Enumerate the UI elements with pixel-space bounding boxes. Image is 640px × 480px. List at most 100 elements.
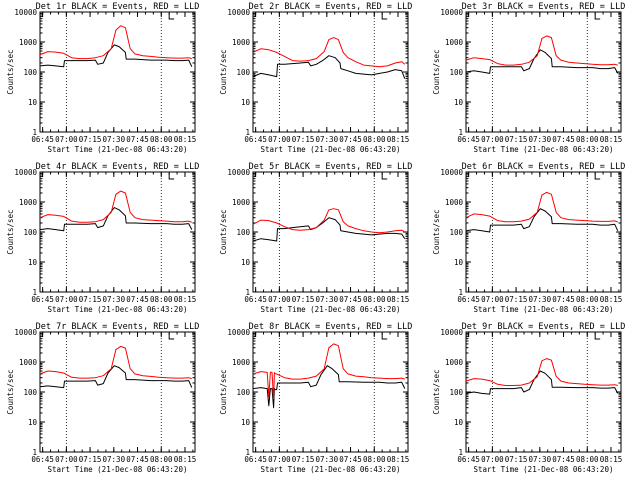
y-tick-label: 100: [236, 228, 250, 237]
y-tick-label: 1: [32, 128, 37, 137]
lld-series-line: [252, 343, 405, 400]
x-tick-label: 07:45: [552, 135, 575, 144]
panel-5: Det 5r BLACK = Events, RED = LLD 1 10 100 10…: [219, 162, 412, 314]
y-tick-label: 1: [32, 448, 37, 457]
x-tick-label: 07:30: [529, 295, 552, 304]
panel-9: Det 9r BLACK = Events, RED = LLD 1 10 100 10…: [432, 322, 625, 474]
panel-title: Det 8r BLACK = Events, RED = LLD: [249, 322, 413, 332]
plot-frame: [39, 331, 196, 453]
x-tick-label: 06:45: [31, 455, 54, 464]
y-tick-label: 10000: [227, 8, 250, 17]
events-series-line: [465, 49, 619, 74]
y-tick-label: 1: [245, 288, 250, 297]
x-tick-label: 06:45: [457, 295, 480, 304]
corner-marker: [594, 13, 601, 20]
x-tick-label: 07:45: [126, 455, 149, 464]
panel-2: Det 2r BLACK = Events, RED = LLD 1 10 100 10…: [219, 2, 412, 154]
y-tick-label: 10: [28, 418, 38, 427]
x-tick-label: 07:00: [55, 295, 78, 304]
x-tick-label: 06:45: [457, 455, 480, 464]
events-series-line: [39, 44, 193, 68]
y-tick-label: 1000: [232, 358, 251, 367]
x-tick-label: 06:45: [457, 135, 480, 144]
x-tick-label: 07:15: [79, 455, 102, 464]
x-tick-label: 07:45: [552, 455, 575, 464]
corner-marker: [594, 333, 601, 340]
y-tick-label: 10: [241, 98, 251, 107]
y-tick-label: 10: [28, 258, 38, 267]
y-tick-label: 1: [458, 128, 463, 137]
x-axis-label: Start Time (21-Dec-08 06:43:20): [261, 145, 401, 154]
x-tick-label: 07:15: [292, 135, 315, 144]
y-axis-label: Counts/sec: [6, 209, 15, 254]
corner-marker: [168, 13, 175, 20]
x-tick-label: 07:45: [552, 295, 575, 304]
y-tick-label: 10000: [227, 328, 250, 337]
y-tick-label: 10: [454, 258, 464, 267]
x-axis-label: Start Time (21-Dec-08 06:43:20): [474, 305, 614, 314]
y-axis-label: Counts/sec: [6, 369, 15, 414]
x-tick-label: 07:30: [316, 295, 339, 304]
x-tick-label: 08:00: [150, 135, 173, 144]
x-tick-label: 08:15: [174, 135, 197, 144]
panel-3: Det 3r BLACK = Events, RED = LLD 1 10 100 10…: [432, 2, 625, 154]
y-tick-label: 10: [454, 98, 464, 107]
x-tick-label: 07:00: [481, 455, 504, 464]
y-tick-label: 1000: [19, 38, 38, 47]
x-tick-label: 08:00: [150, 455, 173, 464]
x-axis-label: Start Time (21-Dec-08 06:43:20): [48, 465, 188, 474]
events-series-line: [252, 217, 406, 242]
panel-8: Det 8r BLACK = Events, RED = LLD 1 10 100 10…: [219, 322, 412, 474]
events-series-line: [252, 55, 406, 79]
y-tick-label: 1000: [445, 358, 464, 367]
y-tick-label: 10000: [14, 168, 37, 177]
y-tick-label: 1000: [19, 358, 38, 367]
x-tick-label: 07:45: [339, 455, 362, 464]
lld-series-line: [39, 25, 192, 60]
x-tick-label: 07:00: [268, 295, 291, 304]
x-tick-label: 08:15: [174, 295, 197, 304]
x-tick-label: 07:00: [55, 135, 78, 144]
events-series-line: [39, 365, 193, 389]
x-tick-label: 07:15: [505, 455, 528, 464]
y-tick-label: 1: [245, 448, 250, 457]
x-tick-label: 07:30: [103, 455, 126, 464]
corner-marker: [381, 173, 388, 180]
x-tick-label: 07:00: [268, 135, 291, 144]
y-tick-label: 1: [458, 288, 463, 297]
y-tick-label: 10000: [440, 8, 463, 17]
x-axis-label: Start Time (21-Dec-08 06:43:20): [261, 465, 401, 474]
y-tick-label: 100: [449, 228, 463, 237]
y-tick-label: 1: [458, 448, 463, 457]
panel-title: Det 6r BLACK = Events, RED = LLD: [462, 162, 626, 172]
y-tick-label: 1: [245, 128, 250, 137]
x-tick-label: 06:45: [244, 135, 267, 144]
x-axis-label: Start Time (21-Dec-08 06:43:20): [261, 305, 401, 314]
x-tick-label: 07:00: [481, 295, 504, 304]
x-axis-label: Start Time (21-Dec-08 06:43:20): [474, 465, 614, 474]
x-tick-label: 08:00: [576, 295, 599, 304]
y-tick-label: 10: [241, 418, 251, 427]
plot-frame: [39, 171, 196, 293]
corner-marker: [381, 333, 388, 340]
y-axis-label: Counts/sec: [432, 49, 441, 94]
x-tick-label: 08:00: [576, 455, 599, 464]
y-axis-label: Counts/sec: [6, 49, 15, 94]
lld-series-line: [252, 37, 406, 68]
y-tick-label: 1000: [232, 198, 251, 207]
x-tick-label: 08:15: [600, 455, 623, 464]
events-series-line: [39, 207, 193, 232]
panel-title: Det 5r BLACK = Events, RED = LLD: [249, 162, 413, 172]
x-tick-label: 08:15: [387, 295, 410, 304]
x-tick-label: 06:45: [31, 295, 54, 304]
lld-series-line: [465, 358, 618, 386]
x-tick-label: 08:00: [363, 135, 386, 144]
x-axis-label: Start Time (21-Dec-08 06:43:20): [48, 305, 188, 314]
panel-4: Det 4r BLACK = Events, RED = LLD 1 10 100 10…: [6, 162, 199, 314]
panel-7: Det 7r BLACK = Events, RED = LLD 1 10 100 10…: [6, 322, 199, 474]
panel-title: Det 4r BLACK = Events, RED = LLD: [36, 162, 200, 172]
y-axis-label: Counts/sec: [219, 369, 228, 414]
x-tick-label: 07:15: [292, 295, 315, 304]
y-tick-label: 10: [241, 258, 251, 267]
